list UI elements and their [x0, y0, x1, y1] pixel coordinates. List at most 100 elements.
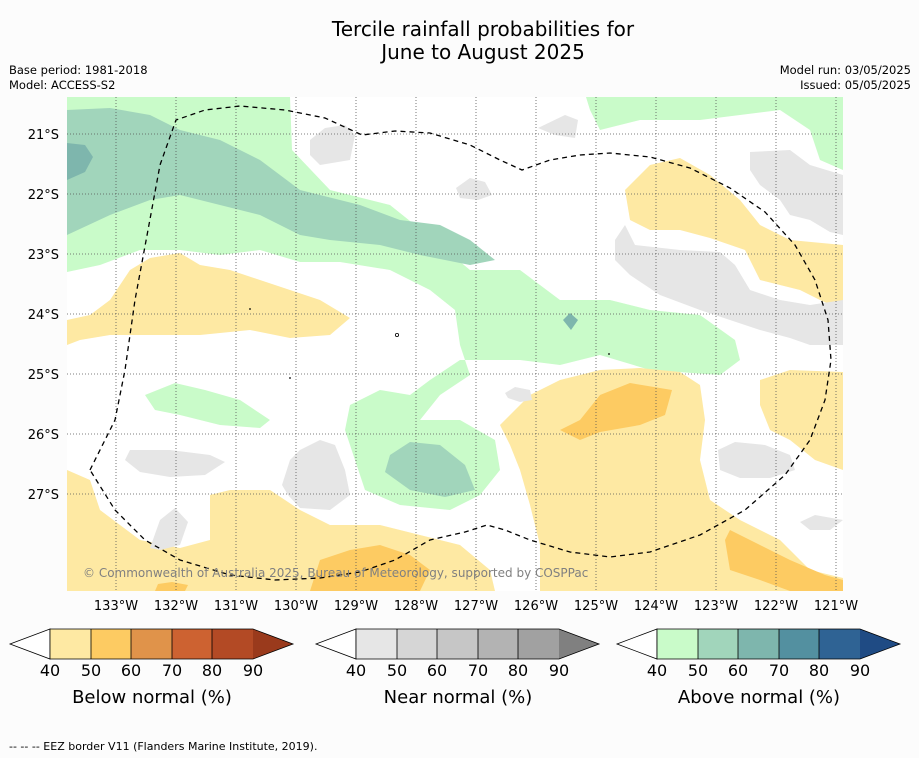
colorbar-tick: 60 [427, 661, 447, 680]
colorbar-upper-extension [559, 629, 599, 659]
colorbar-swatch [131, 629, 172, 659]
colorbar-swatch [779, 629, 819, 659]
colorbar-swatch [518, 629, 559, 659]
title-line-2: June to August 2025 [381, 40, 585, 64]
colorbar-swatch [172, 629, 212, 659]
model-run: Model run: 03/05/2025 [779, 63, 911, 77]
colorbar-above-normal: 40 50 60 70 80 90 Above normal (%) [615, 628, 902, 708]
near-normal-40-region-south-1 [150, 508, 188, 550]
island [608, 353, 610, 355]
colorbar-below-normal: 40 50 60 70 80 90 Below normal (%) [8, 628, 295, 708]
longitude-labels: 133°W 132°W 131°W 130°W 129°W 128°W 127°… [94, 599, 858, 614]
near-normal-40-region-northeast [750, 150, 843, 235]
colorbar-swatch [437, 629, 478, 659]
near-normal-40-region-east [615, 225, 843, 345]
map-title: Tercile rainfall probabilities for June … [0, 18, 919, 64]
lon-label: 128°W [394, 599, 438, 614]
colorbar-label: Near normal (%) [384, 687, 533, 708]
eez-border [89, 105, 832, 581]
above-normal-40-region-top [586, 97, 843, 170]
lat-label: 25°S [28, 368, 59, 383]
above-normal-50-region-north [67, 108, 495, 265]
colorbar-label: Below normal (%) [72, 687, 232, 708]
colorbar-tick: 70 [769, 661, 789, 680]
colorbar-tick: 50 [81, 661, 101, 680]
base-period: Base period: 1981-2018 [9, 63, 148, 77]
below-normal-50-region-east [560, 383, 672, 440]
colorbar-tick: 80 [809, 661, 829, 680]
colorbar-lower-extension [8, 628, 51, 660]
lon-label: 129°W [334, 599, 378, 614]
map-panel: © Commonwealth of Australia 2025, Bureau… [67, 97, 843, 591]
near-normal-40-region-north-1 [310, 125, 355, 165]
lon-label: 130°W [274, 599, 318, 614]
lon-label: 127°W [454, 599, 498, 614]
colorbar-upper-extension [253, 629, 293, 659]
lat-label: 24°S [28, 308, 59, 323]
map-metadata-right: Model run: 03/05/2025 Issued: 05/05/2025 [780, 63, 911, 93]
above-normal-60-spot [563, 313, 578, 330]
colorbar-tick: 90 [243, 661, 263, 680]
lon-label: 126°W [514, 599, 558, 614]
island [394, 332, 399, 337]
near-normal-40-region-centre [505, 387, 532, 402]
below-normal-40-region-east-edge [760, 370, 843, 470]
colorbar-lower-extension [615, 628, 658, 660]
gridlines [67, 97, 843, 591]
lat-label: 21°S [28, 128, 59, 143]
copyright-text: © Commonwealth of Australia 2025, Bureau… [83, 566, 588, 580]
colorbar-tick: 40 [40, 661, 60, 680]
colorbar-swatch [50, 629, 91, 659]
lon-label: 123°W [694, 599, 738, 614]
lon-label: 121°W [814, 599, 858, 614]
colorbar-tick: 50 [688, 661, 708, 680]
lat-label: 27°S [28, 488, 59, 503]
lon-label: 132°W [154, 599, 198, 614]
colorbar-swatch [91, 629, 131, 659]
colorbar-swatch [478, 629, 518, 659]
lat-label: 23°S [28, 248, 59, 263]
lon-label: 122°W [754, 599, 798, 614]
colorbar-tick: 70 [162, 661, 182, 680]
colorbar-tick: 70 [468, 661, 488, 680]
colorbar-lower-extension [314, 628, 357, 660]
near-normal-40-region-mid [282, 440, 350, 510]
model-name: Model: ACCESS-S2 [9, 78, 116, 92]
colorbar-label: Above normal (%) [678, 687, 840, 708]
colorbar-swatch [657, 629, 698, 659]
near-normal-40-region-west [125, 450, 225, 477]
lat-label: 26°S [28, 428, 59, 443]
lon-label: 125°W [574, 599, 618, 614]
colorbar-upper-extension [860, 629, 900, 659]
colorbar-swatch [738, 629, 779, 659]
colorbar-tick: 80 [508, 661, 528, 680]
islands [249, 308, 610, 379]
colorbar-swatch [698, 629, 738, 659]
issued-date: Issued: 05/05/2025 [800, 78, 911, 92]
colorbar-tick: 40 [647, 661, 667, 680]
colorbar-tick: 90 [850, 661, 870, 680]
island [249, 308, 251, 310]
latitude-labels: 21°S 22°S 23°S 24°S 25°S 26°S 27°S [28, 128, 59, 503]
lon-label: 133°W [94, 599, 138, 614]
below-normal-50-spot [155, 582, 188, 591]
near-normal-40-region-north-2 [456, 178, 492, 200]
colorbar-tick: 50 [387, 661, 407, 680]
colorbar-tick: 90 [549, 661, 569, 680]
colorbar-outline [49, 628, 295, 660]
near-normal-40-region-south-2 [800, 515, 843, 530]
above-normal-50-region-south [385, 442, 475, 497]
colorbar-tick: 60 [121, 661, 141, 680]
below-normal-40-region-west [67, 253, 350, 345]
colorbar-tick: 40 [346, 661, 366, 680]
colorbar-near-normal: 40 50 60 70 80 90 Near normal (%) [314, 628, 601, 708]
probability-fields [67, 97, 843, 591]
colorbar-swatch [356, 629, 397, 659]
colorbar-outline [355, 628, 601, 660]
colorbar-swatch [819, 629, 860, 659]
colorbar-swatch [212, 629, 253, 659]
above-normal-60-region [67, 143, 93, 180]
lon-label: 131°W [214, 599, 258, 614]
lat-label: 22°S [28, 188, 59, 203]
